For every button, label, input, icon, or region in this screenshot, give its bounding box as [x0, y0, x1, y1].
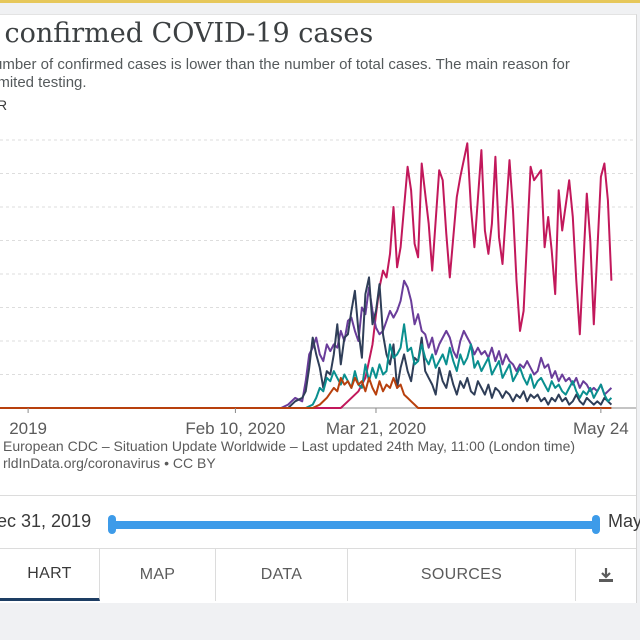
timeline-end-label: May [608, 511, 640, 531]
timeline-start-handle[interactable] [108, 515, 116, 534]
series-line-5[interactable] [0, 376, 612, 409]
x-tick-label: Feb 10, 2020 [185, 419, 285, 438]
download-icon [599, 568, 613, 582]
top-accent-bar [0, 0, 640, 3]
x-tick-label: Mar 21, 2020 [326, 419, 426, 438]
tab-chart[interactable]: HART [0, 549, 100, 601]
source-line-2[interactable]: rldInData.org/coronavirus • CC BY [3, 455, 216, 471]
chart-subtitle-line-1: umber of confirmed cases is lower than t… [0, 56, 570, 73]
source-line-1: European CDC – Situation Update Worldwid… [3, 438, 576, 454]
line-chart[interactable]: 2019 Feb 10, 2020 Mar 21, 2020 May 24 [0, 0, 640, 440]
timeline-track[interactable] [112, 521, 596, 529]
tab-sources[interactable]: SOURCES [348, 549, 576, 601]
series-line-4[interactable] [0, 323, 613, 409]
timeline-slider[interactable]: ec 31, 2019 May [0, 495, 640, 548]
timeline-end-handle[interactable] [592, 515, 600, 534]
change-country-link[interactable]: R [0, 97, 8, 113]
x-axis-tick-labels: 2019 Feb 10, 2020 Mar 21, 2020 May 24 [9, 408, 629, 438]
timeline-start-label: ec 31, 2019 [0, 511, 92, 531]
chart-card [0, 14, 637, 603]
chart-title: ly confirmed COVID-19 cases [0, 18, 374, 49]
tab-data[interactable]: DATA [216, 549, 348, 601]
tab-bar: HART MAP DATA SOURCES [0, 548, 636, 601]
source-note: European CDC – Situation Update Worldwid… [3, 438, 575, 472]
series-line-1[interactable] [0, 142, 613, 409]
download-button[interactable] [576, 549, 636, 601]
tab-map[interactable]: MAP [100, 549, 216, 601]
series-line-2[interactable] [0, 279, 613, 409]
series-lines [0, 142, 613, 409]
x-tick-label: May 24 [573, 419, 629, 438]
x-tick-label: 2019 [9, 419, 47, 438]
series-line-3[interactable] [0, 276, 613, 409]
chart-subtitle-line-2: imited testing. [0, 74, 87, 91]
